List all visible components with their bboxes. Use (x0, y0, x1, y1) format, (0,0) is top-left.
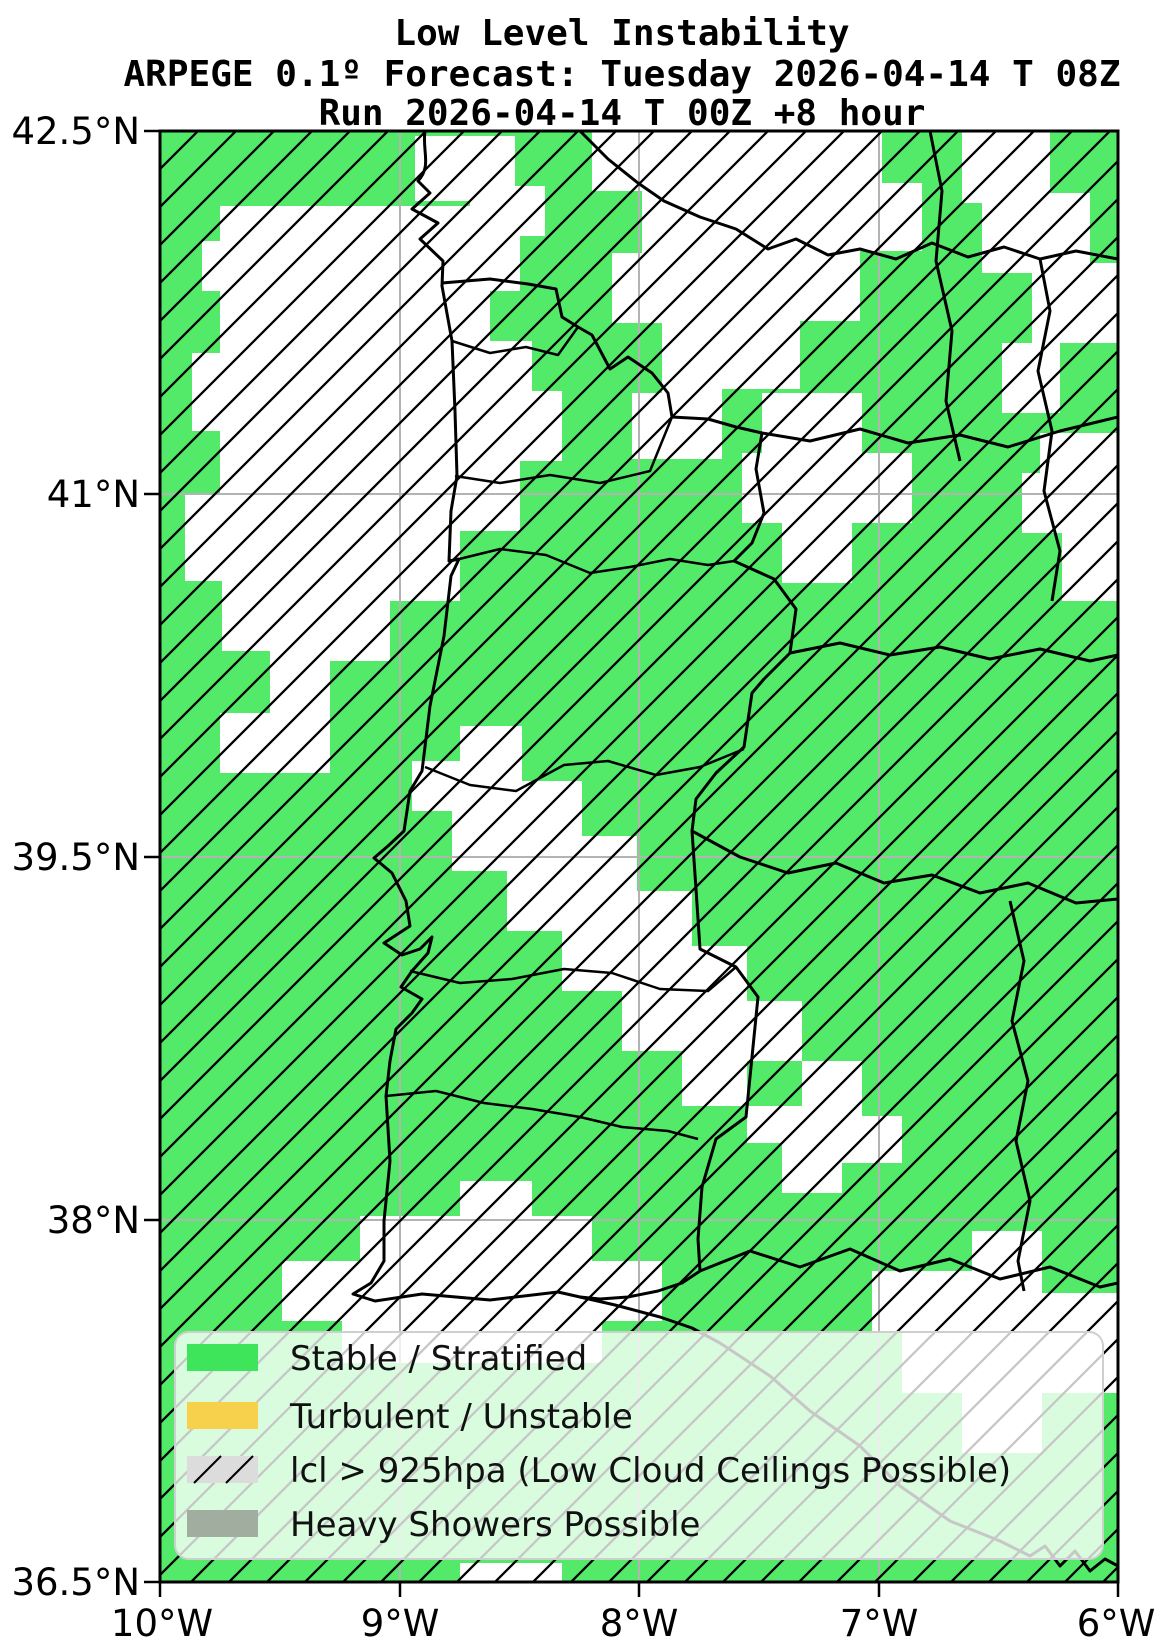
province-border (578, 131, 1118, 261)
legend-swatch-lcl-hatch (193, 1455, 254, 1484)
figure-title: Low Level Instability ARPEGE 0.1º Foreca… (124, 13, 1121, 134)
y-tick-label-0: 42.5°N (11, 110, 140, 153)
province-border (928, 131, 962, 462)
district-border (454, 416, 674, 485)
province-border (761, 415, 1118, 449)
province-border (1008, 900, 1032, 1292)
province-border (691, 829, 1118, 905)
legend-swatch-stable (187, 1344, 258, 1371)
legend: Stable / Stratified Turbulent / Unstable… (174, 1331, 1104, 1560)
x-tick-label-0: 10°W (111, 1602, 213, 1645)
x-tick-label-3: 7°W (840, 1602, 919, 1645)
title-line-2: ARPEGE 0.1º Forecast: Tuesday 2026-04-14… (124, 54, 1121, 95)
province-border (1036, 258, 1062, 602)
province-border-paths (578, 131, 1118, 1292)
map-area: Stable / Stratified Turbulent / Unstable… (160, 131, 1118, 1582)
district-border (451, 326, 580, 357)
legend-label-turbulent: Turbulent / Unstable (289, 1397, 633, 1437)
district-border (450, 547, 735, 575)
legend-swatch-heavy-showers (187, 1510, 258, 1537)
province-border (699, 1247, 1118, 1289)
axis-ticks (144, 129, 1120, 1597)
x-tick-label-1: 9°W (361, 1602, 440, 1645)
legend-label-heavy-showers: Heavy Showers Possible (290, 1505, 700, 1545)
district-border (409, 966, 737, 993)
province-border (789, 641, 1118, 663)
x-axis-labels: 10°W 9°W 8°W 7°W 6°W (111, 1602, 1155, 1645)
y-tick-label-3: 38°N (47, 1199, 140, 1242)
x-tick-label-4: 6°W (1077, 1602, 1156, 1645)
district-border-paths (385, 326, 745, 1141)
y-tick-label-1: 41°N (47, 473, 140, 516)
legend-box (174, 1331, 1104, 1560)
title-line-1: Low Level Instability (394, 13, 849, 54)
y-tick-label-2: 39.5°N (11, 836, 140, 879)
legend-label-lcl: lcl > 925hpa (Low Cloud Ceilings Possibl… (290, 1451, 1011, 1491)
legend-swatch-turbulent (187, 1402, 258, 1429)
title-line-3: Run 2026-04-14 T 00Z +8 hour (319, 93, 926, 134)
y-axis-labels: 42.5°N 41°N 39.5°N 38°N 36.5°N (11, 110, 140, 1604)
x-tick-label-2: 8°W (600, 1602, 679, 1645)
legend-label-stable: Stable / Stratified (290, 1339, 587, 1379)
district-border (424, 747, 745, 793)
district-border (385, 1089, 699, 1141)
y-tick-label-4: 36.5°N (11, 1561, 140, 1604)
